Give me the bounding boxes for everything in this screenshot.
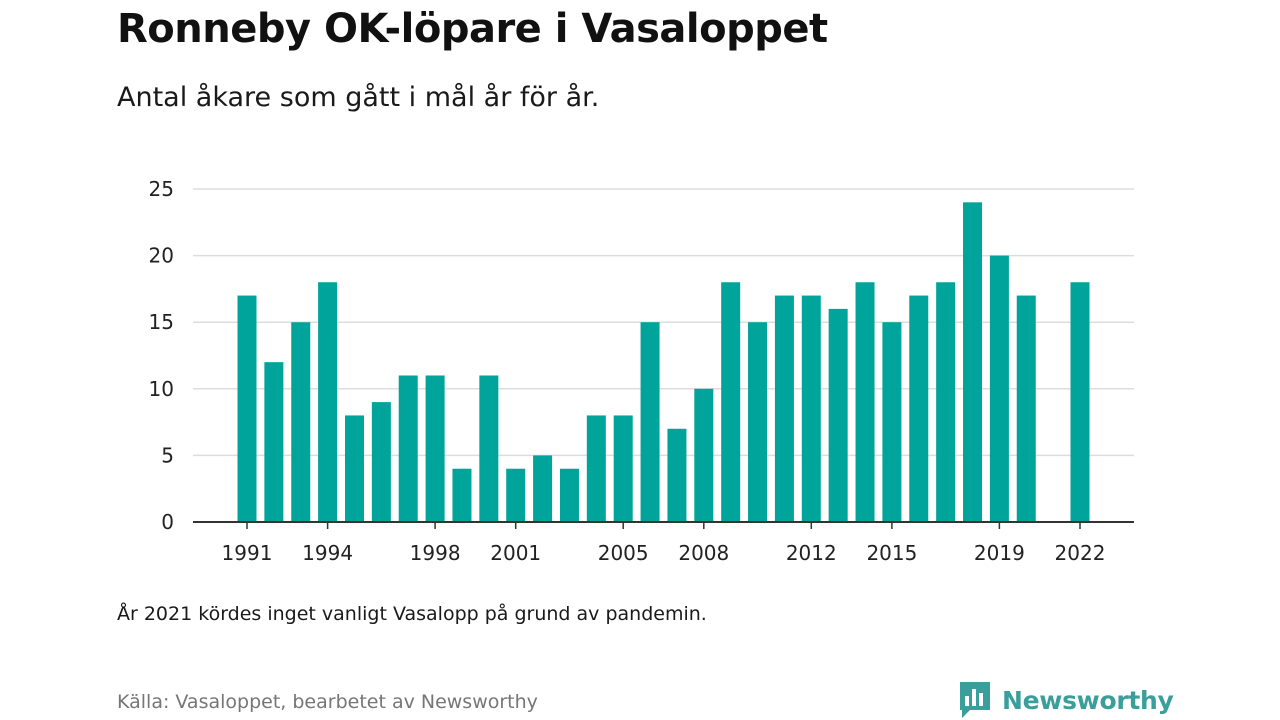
chart-note: År 2021 kördes inget vanligt Vasalopp på… bbox=[117, 603, 707, 625]
bar bbox=[291, 322, 311, 522]
bar bbox=[694, 388, 714, 522]
bar bbox=[559, 468, 579, 522]
bar bbox=[1070, 282, 1090, 522]
bar bbox=[963, 202, 983, 522]
bar bbox=[344, 415, 364, 522]
x-tick-label: 2012 bbox=[786, 541, 837, 565]
x-tick-label: 2008 bbox=[678, 541, 729, 565]
bar bbox=[909, 295, 929, 522]
bar-chart: 0 5 10 15 20 25 1991 1994 1998 2001 2005 2008 2012 20… bbox=[149, 177, 1134, 565]
bar bbox=[452, 468, 472, 522]
bar bbox=[398, 375, 418, 522]
y-tick-label: 25 bbox=[149, 177, 174, 201]
x-tick-label: 2022 bbox=[1055, 541, 1106, 565]
x-tick-label: 2015 bbox=[866, 541, 917, 565]
x-tick-label: 1994 bbox=[302, 541, 353, 565]
y-tick-label: 20 bbox=[149, 244, 174, 268]
axes: 0 5 10 15 20 25 1991 1994 1998 2001 2005 2008 2012 20… bbox=[149, 177, 1134, 565]
bar bbox=[1016, 295, 1036, 522]
bar bbox=[425, 375, 445, 522]
bar bbox=[828, 308, 848, 522]
brand-name: Newsworthy bbox=[1002, 685, 1174, 715]
bar bbox=[882, 322, 902, 522]
x-tick-label: 1998 bbox=[410, 541, 461, 565]
chart-title: Ronneby OK-löpare i Vasaloppet bbox=[117, 6, 828, 52]
bar bbox=[506, 468, 526, 522]
bar bbox=[237, 295, 257, 522]
y-tick-label: 15 bbox=[149, 310, 174, 334]
brand-logo: Newsworthy bbox=[958, 680, 1174, 720]
source-text: Källa: Vasaloppet, bearbetet av Newswort… bbox=[117, 691, 538, 713]
x-tick-label: 2005 bbox=[598, 541, 649, 565]
bar bbox=[721, 282, 741, 522]
bar bbox=[748, 322, 768, 522]
newsworthy-logo-icon bbox=[960, 682, 990, 718]
x-tick-label: 2001 bbox=[490, 541, 541, 565]
bar bbox=[318, 282, 338, 522]
bar bbox=[667, 428, 687, 522]
chart-subtitle: Antal åkare som gått i mål år för år. bbox=[117, 82, 600, 113]
y-tick-label: 10 bbox=[149, 377, 174, 401]
y-tick-label: 5 bbox=[161, 443, 174, 467]
bar bbox=[613, 415, 633, 522]
bar bbox=[774, 295, 794, 522]
bar bbox=[936, 282, 956, 522]
bar bbox=[479, 375, 499, 522]
bar bbox=[640, 322, 660, 522]
bar bbox=[989, 255, 1009, 522]
y-tick-label: 0 bbox=[161, 510, 174, 534]
bar bbox=[264, 362, 284, 522]
bar bbox=[801, 295, 821, 522]
x-tick-label: 2019 bbox=[974, 541, 1025, 565]
bar bbox=[855, 282, 875, 522]
bar bbox=[586, 415, 606, 522]
bar bbox=[371, 402, 391, 522]
bar bbox=[533, 455, 553, 522]
bars bbox=[237, 202, 1090, 522]
x-tick-label: 1991 bbox=[222, 541, 273, 565]
